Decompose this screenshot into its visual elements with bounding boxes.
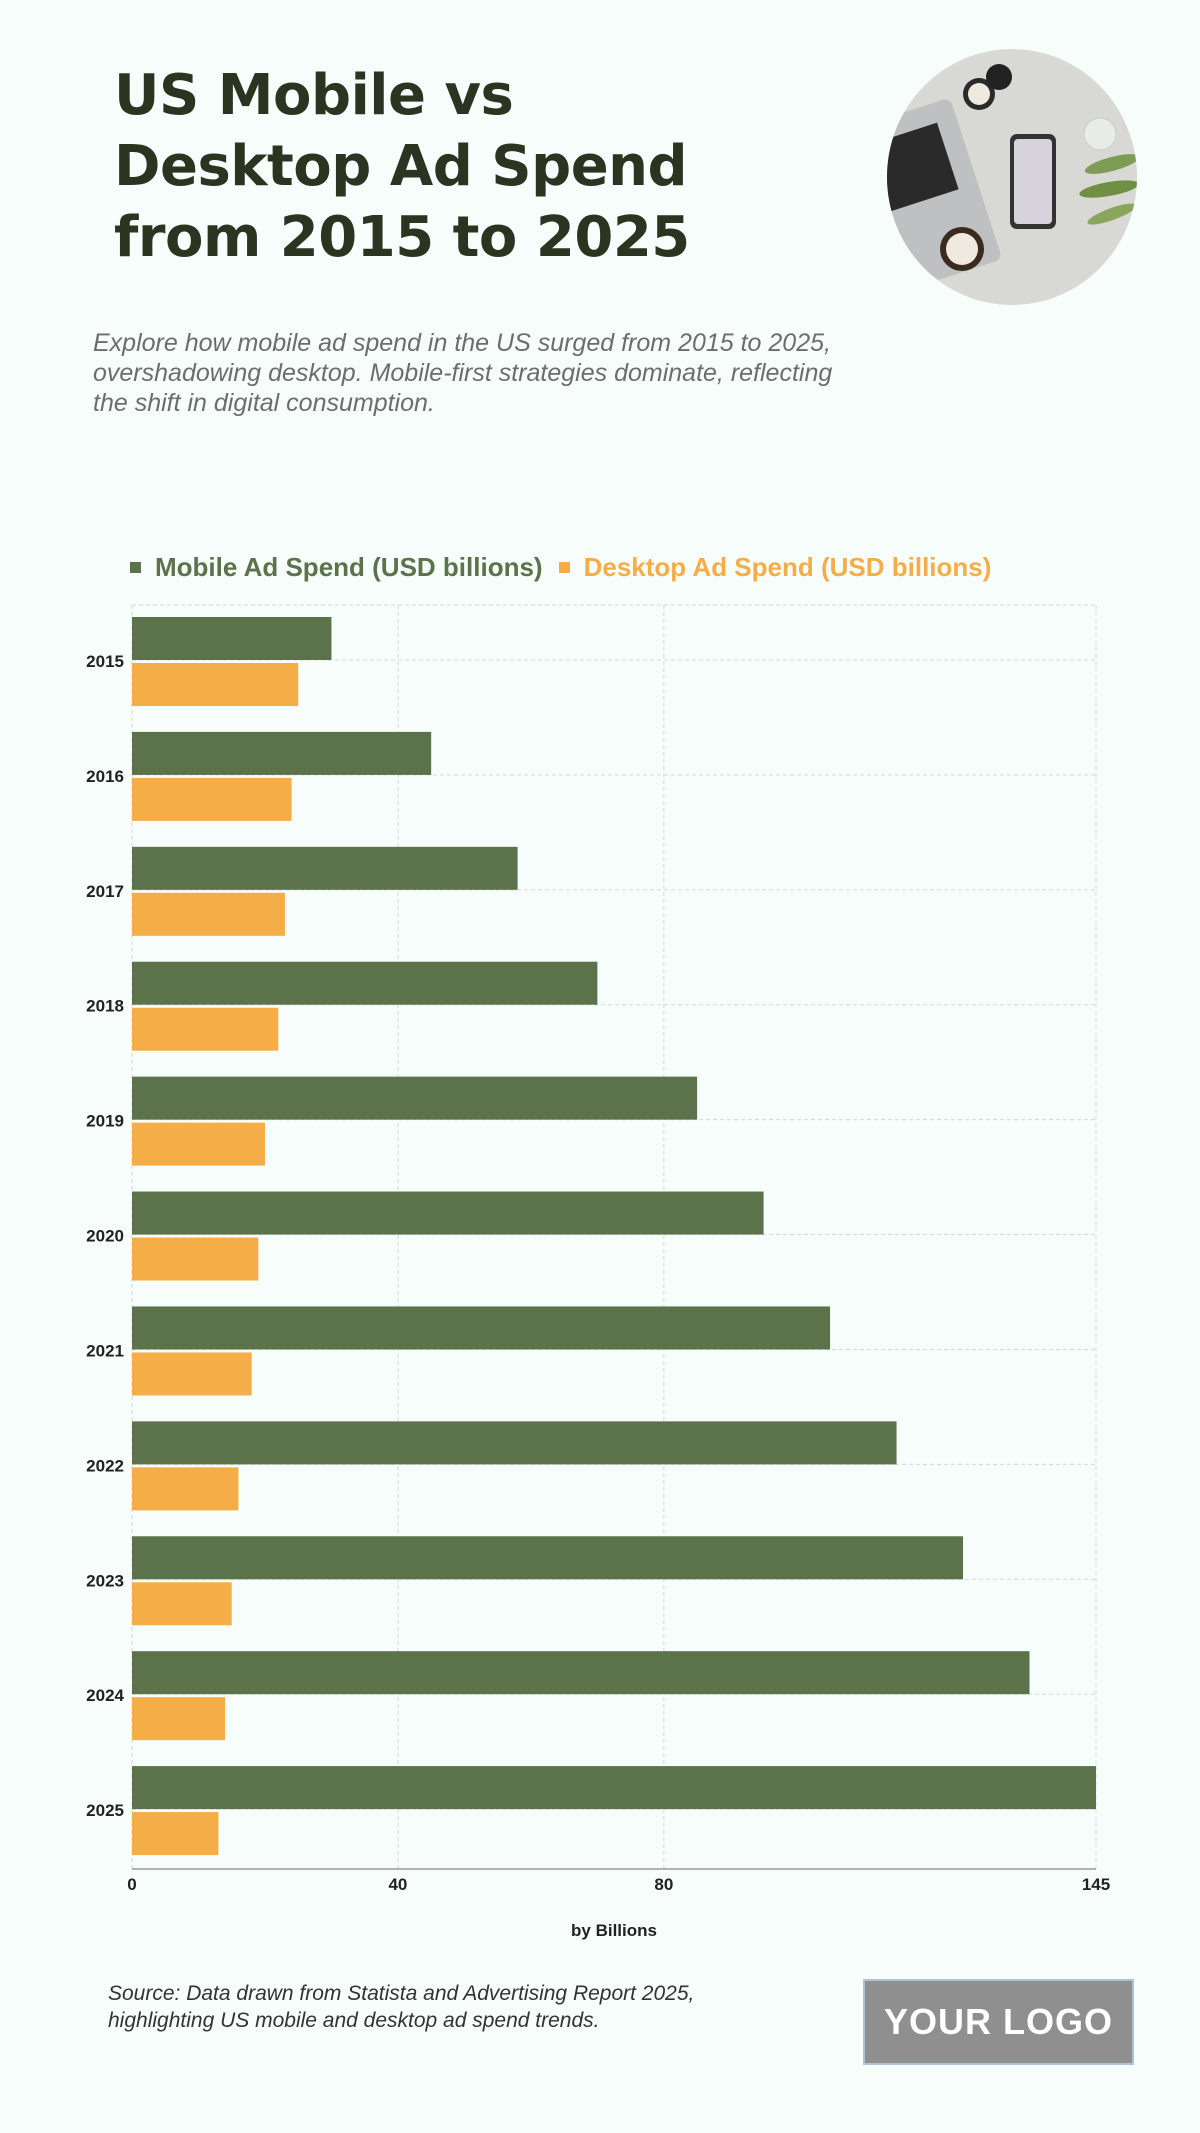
legend-label-mobile: Mobile Ad Spend (USD billions): [155, 552, 543, 582]
legend-swatch-desktop: [558, 562, 570, 573]
bar-desktop-2017: [132, 892, 285, 936]
bar-chart: 2015 2016 2017 2018 2019 2020 2021 2022 2023 2024…: [86, 604, 1110, 1940]
legend-item-mobile: Mobile Ad Spend (USD billions): [130, 552, 543, 583]
y-tick-label: 2016: [86, 767, 124, 786]
y-tick-label: 2025: [86, 1801, 124, 1820]
bar-desktop-2015: [132, 663, 299, 706]
logo-placeholder: YOUR LOGO: [863, 1979, 1134, 2065]
y-tick-label: 2022: [86, 1456, 124, 1475]
bar-mobile-2018: [132, 961, 598, 1005]
bar-mobile-2015: [132, 617, 332, 660]
legend-swatch-mobile: [130, 562, 141, 573]
desk-photo-image: [887, 49, 1137, 305]
x-axis-labels: 0 40 80 145: [127, 1875, 1110, 1894]
y-tick-label: 2018: [86, 997, 124, 1016]
bar-desktop-2022: [132, 1467, 239, 1511]
x-tick-label: 0: [127, 1875, 136, 1894]
bar-mobile-2025: [132, 1766, 1096, 1810]
subtitle: Explore how mobile ad spend in the US su…: [93, 329, 833, 417]
bar-mobile-2022: [132, 1421, 897, 1465]
bar-desktop-2021: [132, 1352, 252, 1396]
bar-mobile-2020: [132, 1191, 764, 1235]
y-tick-label: 2017: [86, 882, 124, 901]
y-tick-label: 2019: [86, 1112, 124, 1131]
bar-desktop-2020: [132, 1237, 259, 1281]
bar-desktop-2023: [132, 1582, 232, 1626]
x-tick-label: 40: [388, 1875, 407, 1894]
bar-desktop-2024: [132, 1697, 226, 1741]
x-tick-label: 145: [1082, 1875, 1110, 1894]
bar-desktop-2018: [132, 1007, 279, 1051]
y-tick-label: 2020: [86, 1227, 124, 1246]
source-note: Source: Data drawn from Statista and Adv…: [108, 1982, 695, 2032]
bar-mobile-2017: [132, 846, 518, 890]
bar-mobile-2023: [132, 1536, 964, 1580]
chart-legend: Mobile Ad Spend (USD billions) Desktop A…: [130, 552, 1007, 583]
bar-desktop-2016: [132, 777, 292, 821]
legend-item-desktop: Desktop Ad Spend (USD billions): [558, 552, 992, 583]
page-title: US Mobile vs Desktop Ad Spend from 2015 …: [114, 63, 690, 270]
x-tick-label: 80: [654, 1875, 673, 1894]
bar-desktop-2019: [132, 1122, 265, 1166]
y-axis-labels: 2015 2016 2017 2018 2019 2020 2021 2022 2023 2024…: [86, 652, 124, 1820]
bar-mobile-2016: [132, 731, 432, 775]
bar-mobile-2021: [132, 1306, 831, 1350]
legend-label-desktop: Desktop Ad Spend (USD billions): [583, 552, 992, 582]
bar-desktop-2025: [132, 1812, 219, 1856]
x-axis-title: by Billions: [571, 1921, 657, 1940]
bars: [132, 617, 1096, 1856]
y-tick-label: 2015: [86, 652, 124, 671]
bar-mobile-2024: [132, 1651, 1030, 1695]
bar-mobile-2019: [132, 1076, 698, 1120]
y-tick-label: 2021: [86, 1341, 124, 1360]
y-tick-label: 2023: [86, 1571, 124, 1590]
y-tick-label: 2024: [86, 1686, 124, 1705]
